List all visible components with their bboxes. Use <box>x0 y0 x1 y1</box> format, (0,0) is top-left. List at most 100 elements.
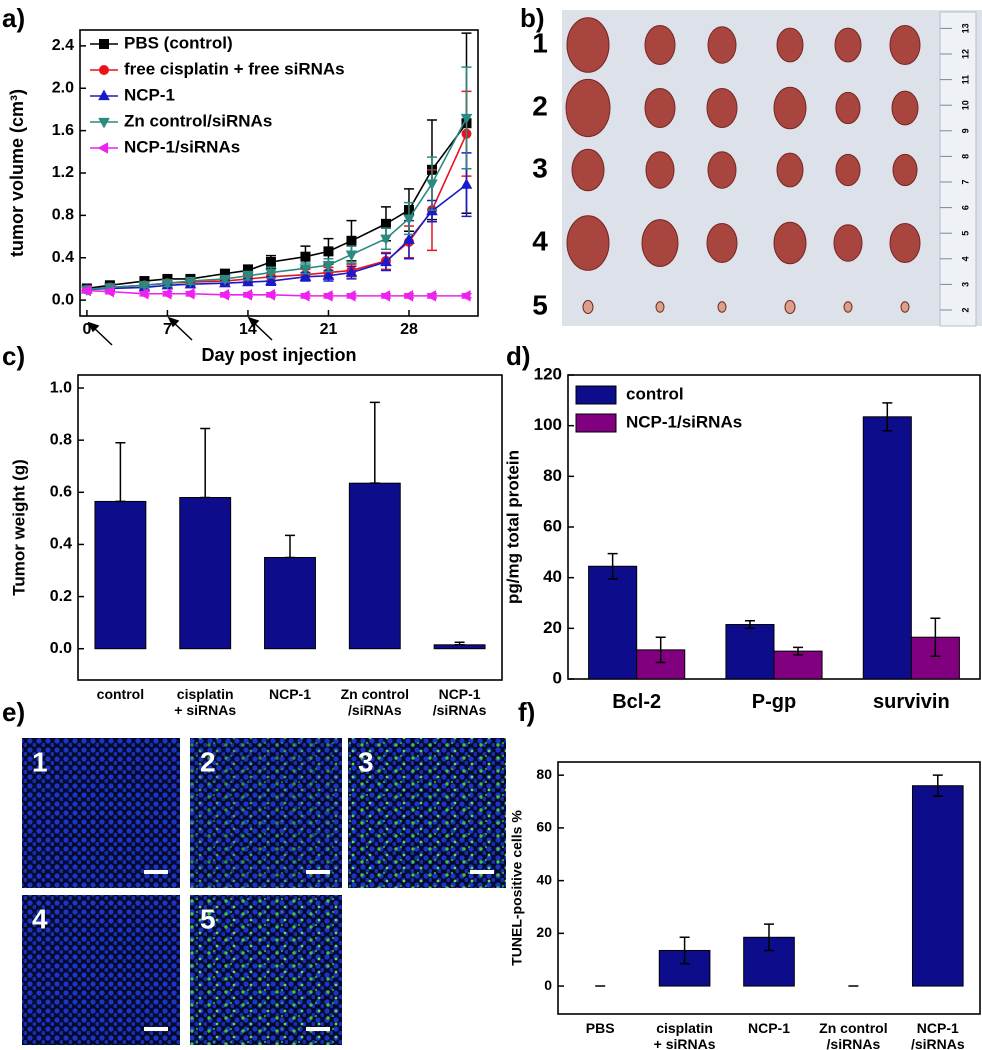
legend-marker <box>99 39 109 49</box>
marker <box>265 268 277 280</box>
ruler-label: 11 <box>960 75 970 85</box>
legend-swatch <box>575 413 617 433</box>
panel-label: f) <box>518 697 535 727</box>
tumor <box>889 25 921 65</box>
tumor <box>773 221 807 265</box>
row-label: 2 <box>532 90 548 121</box>
tumor <box>889 223 921 263</box>
ruler-label: 10 <box>960 100 970 110</box>
image-label: 2 <box>200 746 216 777</box>
x-tick-label: P-gp <box>751 691 797 713</box>
y-tick-label: 60 <box>543 516 562 535</box>
marker <box>160 287 172 300</box>
marker <box>402 290 414 302</box>
legend-label: Zn control/siRNAs <box>124 111 272 130</box>
y-tick-label: 100 <box>534 415 562 434</box>
y-tick-label: 1.2 <box>52 164 74 181</box>
x-tick-label: NCP-1 /siRNAs <box>910 1020 965 1050</box>
y-tick-label: 0 <box>553 668 562 687</box>
x-axis-label: Day post injection <box>201 345 356 365</box>
bar <box>348 482 401 650</box>
row-label: 3 <box>532 152 548 183</box>
image-label: 1 <box>32 746 48 777</box>
marker <box>137 287 149 300</box>
x-tick-label: 7 <box>163 321 172 338</box>
marker <box>403 233 415 244</box>
legend-label: NCP-1/siRNAs <box>124 137 240 156</box>
marker <box>265 256 276 267</box>
x-tick-label: PBS <box>585 1020 615 1036</box>
image-label: 5 <box>200 903 216 934</box>
error-bar <box>764 923 774 952</box>
ruler-label: 12 <box>960 49 970 59</box>
tumor <box>655 301 665 313</box>
plot-frame <box>557 761 981 1015</box>
tumor <box>566 17 610 73</box>
arrow-head <box>167 316 180 328</box>
ruler-label: 5 <box>960 231 970 236</box>
tumor <box>776 27 804 63</box>
micrograph <box>22 895 180 1045</box>
y-tick-label: 0.6 <box>50 484 72 501</box>
tumor <box>706 223 738 263</box>
error-bar <box>285 534 295 559</box>
tumor <box>582 300 594 314</box>
error-bar <box>655 636 666 664</box>
marker <box>80 284 92 297</box>
ruler-label: 7 <box>960 179 970 184</box>
photo-background <box>562 10 982 326</box>
y-tick-label: 40 <box>536 871 552 887</box>
y-tick-label: 80 <box>543 466 562 485</box>
marker <box>264 289 276 301</box>
tumor <box>835 153 861 187</box>
y-axis-label: pg/mg total protein <box>503 450 522 604</box>
ruler-label: 4 <box>960 256 970 261</box>
legend-label: free cisplatin + free siRNAs <box>124 59 345 78</box>
y-tick-label: 1.0 <box>50 379 72 396</box>
legend-marker <box>97 142 109 154</box>
marker <box>241 289 253 301</box>
x-tick-label: Zn control /siRNAs <box>819 1020 888 1050</box>
injection-arrows <box>87 316 273 346</box>
marker <box>299 290 310 302</box>
marker <box>242 271 254 283</box>
x-tick-label: Bcl-2 <box>612 691 662 713</box>
marker <box>299 270 312 281</box>
legend-marker <box>99 65 109 75</box>
row-label: 4 <box>532 225 548 256</box>
marker <box>380 255 392 267</box>
x-tick-label: Zn control /siRNAs <box>340 686 410 719</box>
tumor <box>784 300 796 314</box>
y-axis-label: tumor volume (cm³) <box>7 89 27 257</box>
marker <box>380 234 392 246</box>
x-tick-label: NCP-1 <box>747 1020 791 1036</box>
tumor <box>891 90 919 126</box>
x-tick-label: 14 <box>239 321 257 338</box>
marker <box>322 269 335 280</box>
x-tick-label: 0 <box>82 321 91 338</box>
y-tick-label: 60 <box>536 819 552 835</box>
legend-swatch <box>575 385 617 405</box>
y-tick-label: 2.4 <box>52 37 74 54</box>
legend-label: NCP-1/siRNAs <box>626 412 742 431</box>
tumor <box>644 88 676 128</box>
y-tick-label: 0 <box>544 977 552 993</box>
error-bar <box>454 641 465 646</box>
y-tick-label: 20 <box>543 618 562 637</box>
tumor <box>707 151 737 189</box>
marker <box>322 261 335 272</box>
error-bar <box>607 552 618 580</box>
marker <box>345 266 358 277</box>
error-bar <box>932 774 943 798</box>
marker <box>184 276 197 288</box>
marker <box>460 113 473 125</box>
marker <box>300 251 311 262</box>
y-tick-label: 0.2 <box>50 588 72 605</box>
ruler <box>939 11 977 327</box>
legend-label: control <box>626 384 684 403</box>
y-tick-label: 0.4 <box>50 536 72 553</box>
y-tick-label: 120 <box>534 364 562 383</box>
micrograph <box>22 738 180 888</box>
bar <box>94 500 147 650</box>
